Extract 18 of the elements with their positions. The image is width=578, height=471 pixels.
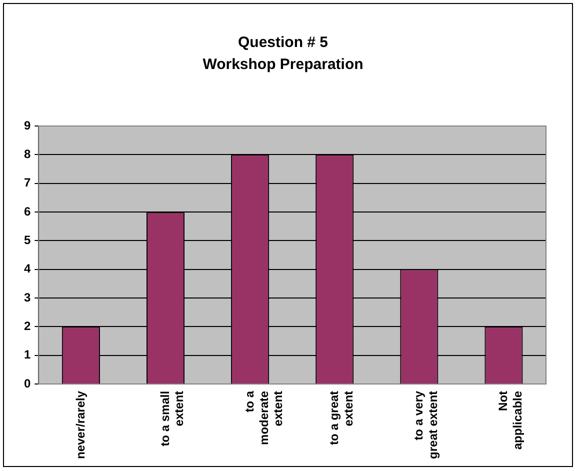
x-tick-label: to a moderate extent (242, 390, 286, 445)
chart-subtitle: Workshop Preparation (202, 56, 364, 74)
y-tick-label: 3 (24, 290, 31, 304)
y-tick-label: 6 (24, 204, 31, 218)
chart-title: Question # 5 (238, 34, 328, 52)
y-tick-label: 9 (24, 118, 31, 132)
y-tick-label: 8 (24, 146, 31, 161)
x-tick-label: Not applicable (496, 390, 524, 450)
x-tick-label: never/rarely (73, 390, 88, 460)
y-tick-label: 0 (24, 376, 31, 390)
y-tick-label: 7 (24, 176, 31, 190)
y-tick-label: 5 (24, 232, 31, 247)
y-tick-label: 1 (24, 348, 31, 362)
y-tick-label: 2 (24, 318, 31, 333)
y-tick-label: 4 (24, 262, 31, 276)
x-tick-label: to a great extent (326, 390, 356, 445)
x-tick-label: to a very great extent (411, 390, 440, 459)
x-tick-label: to a small extent (158, 390, 186, 446)
